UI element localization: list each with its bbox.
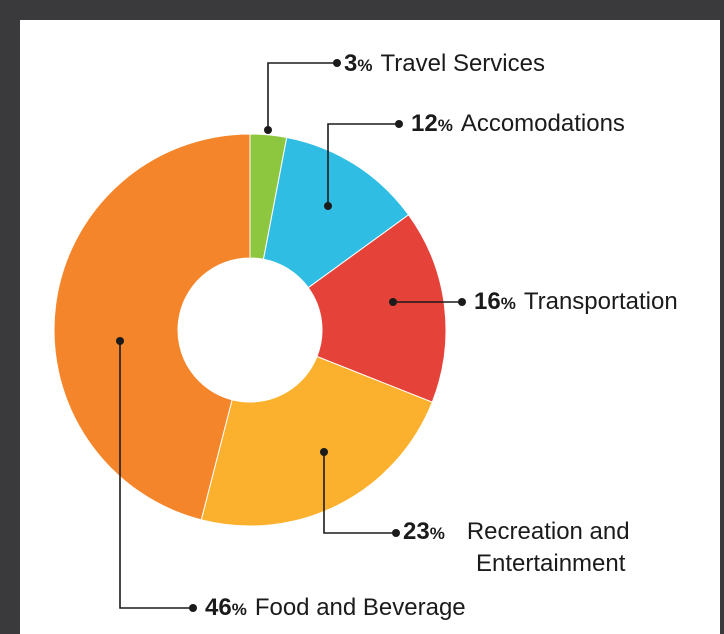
slice-accomodations	[262, 136, 410, 289]
slice-food-and-beverage	[53, 133, 251, 521]
leader-recreation	[323, 452, 396, 534]
label-name: Recreation and	[466, 518, 630, 545]
label-recreation: 23% Recreation and	[403, 517, 630, 549]
label-value: 3	[344, 50, 358, 77]
slice-recreation-and-entertainment	[200, 355, 433, 527]
leader-food-beverage	[119, 341, 193, 609]
label-unit: %	[429, 524, 445, 543]
label-transportation: 16% Transportation	[474, 287, 678, 319]
leader-dot	[320, 448, 328, 456]
label-accomodations: 12% Accomodations	[411, 109, 625, 141]
label-unit: %	[437, 116, 453, 135]
leader-dot	[395, 120, 403, 128]
label-name-line2: Entertainment	[476, 550, 626, 577]
label-value: 16	[474, 288, 501, 315]
label-value: 23	[403, 518, 430, 545]
label-travel-services: 3% Travel Services	[344, 49, 545, 81]
label-food-beverage: 46% Food and Beverage	[205, 593, 466, 625]
leader-dot	[333, 59, 341, 67]
leader-dot	[324, 202, 332, 210]
leader-travel-services	[267, 62, 337, 130]
label-unit: %	[357, 56, 373, 75]
label-name: Transportation	[523, 288, 678, 315]
slice-transportation	[307, 214, 447, 403]
leader-dot	[389, 298, 397, 306]
label-name: Food and Beverage	[254, 594, 466, 621]
label-name: Accomodations	[460, 110, 625, 137]
leader-accomodations	[327, 123, 399, 206]
leader-dot	[116, 337, 124, 345]
label-value: 46	[205, 594, 232, 621]
leader-dot	[392, 529, 400, 537]
label-name: Travel Services	[380, 50, 545, 77]
right-border	[720, 20, 724, 634]
label-value: 12	[411, 110, 438, 137]
leader-dot	[264, 126, 272, 134]
leader-dot	[458, 298, 466, 306]
leader-dot	[189, 604, 197, 612]
label-unit: %	[500, 294, 516, 313]
label-recreation-line2: Entertainment	[476, 549, 625, 579]
label-unit: %	[231, 600, 247, 619]
